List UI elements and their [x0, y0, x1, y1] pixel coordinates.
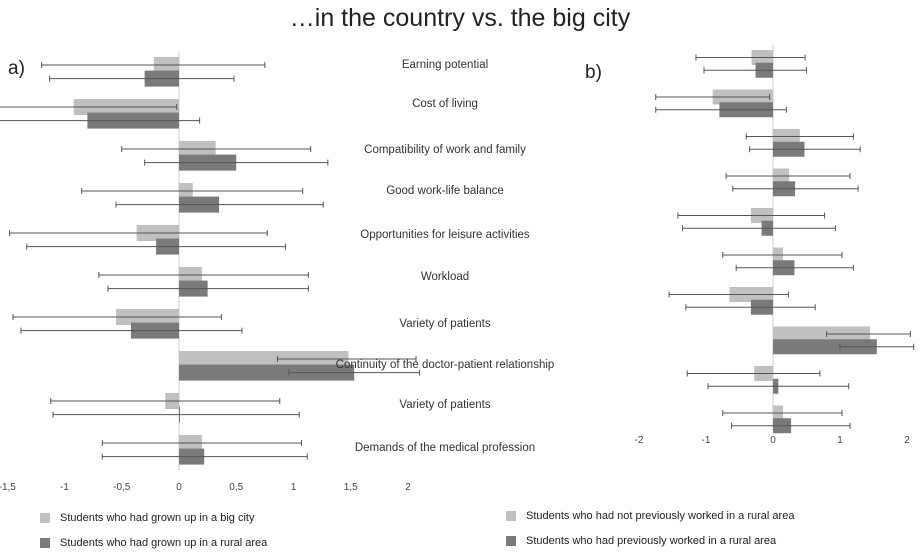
chart-panel-b: -2 -1 0 1 2	[635, 45, 915, 446]
x-tick-label: -1	[60, 482, 69, 493]
x-tick-label: -1,5	[0, 482, 16, 493]
legend-item-b-worked: Students who had previously worked in a …	[506, 535, 776, 547]
panel-label-b: b)	[585, 62, 602, 83]
chart-title: …in the country vs. the big city	[289, 4, 631, 32]
legend-swatch-dark	[506, 536, 516, 546]
category-label: Compatibility of work and family	[364, 144, 526, 156]
x-tick-label: 1	[291, 482, 297, 493]
x-tick-label: 1,5	[344, 482, 358, 493]
legend-label: Students who had grown up in a rural are…	[60, 537, 268, 549]
panel-label-a: a)	[8, 58, 25, 79]
x-tick-label: 0	[176, 482, 182, 493]
bar-series2	[773, 339, 877, 355]
x-tick-label: -2	[635, 435, 644, 446]
legend-label: Students who had previously worked in a …	[526, 535, 777, 547]
x-tick-label: 2	[904, 435, 910, 446]
legend-label: Students who had grown up in a big city	[60, 512, 255, 524]
chart-panel-a: -2-1,5-1-0,500,511,52	[0, 52, 420, 493]
bar-series1	[773, 326, 871, 342]
legend-swatch-light	[506, 511, 516, 521]
category-label: Good work-life balance	[386, 185, 504, 197]
x-tick-label: 1	[837, 435, 843, 446]
category-label: Opportunities for leisure activities	[360, 229, 530, 241]
x-tick-label: -0,5	[113, 482, 131, 493]
bar-series1	[179, 351, 349, 367]
legend-label: Students who had not previously worked i…	[526, 510, 795, 522]
category-label: Variety of patients	[399, 318, 490, 330]
x-tick-label: 0	[770, 435, 776, 446]
category-label: Earning potential	[402, 59, 488, 71]
bar-series2	[179, 364, 355, 381]
category-label: Variety of patients	[399, 399, 490, 411]
legend-swatch-dark	[40, 538, 50, 548]
legend-swatch-light	[40, 513, 50, 523]
legend-item-b-not-worked: Students who had not previously worked i…	[506, 510, 794, 522]
category-label: Demands of the medical profession	[355, 442, 535, 454]
category-label: Cost of living	[412, 98, 478, 110]
legend-item-a-city: Students who had grown up in a big city	[40, 512, 254, 524]
x-tick-label: 2	[405, 482, 411, 493]
category-label: Workload	[421, 271, 469, 283]
x-tick-label: 0,5	[229, 482, 243, 493]
x-tick-label: -1	[702, 435, 711, 446]
legend-item-a-rural: Students who had grown up in a rural are…	[40, 537, 267, 549]
category-label: Continuity of the doctor-patient relatio…	[336, 359, 555, 371]
